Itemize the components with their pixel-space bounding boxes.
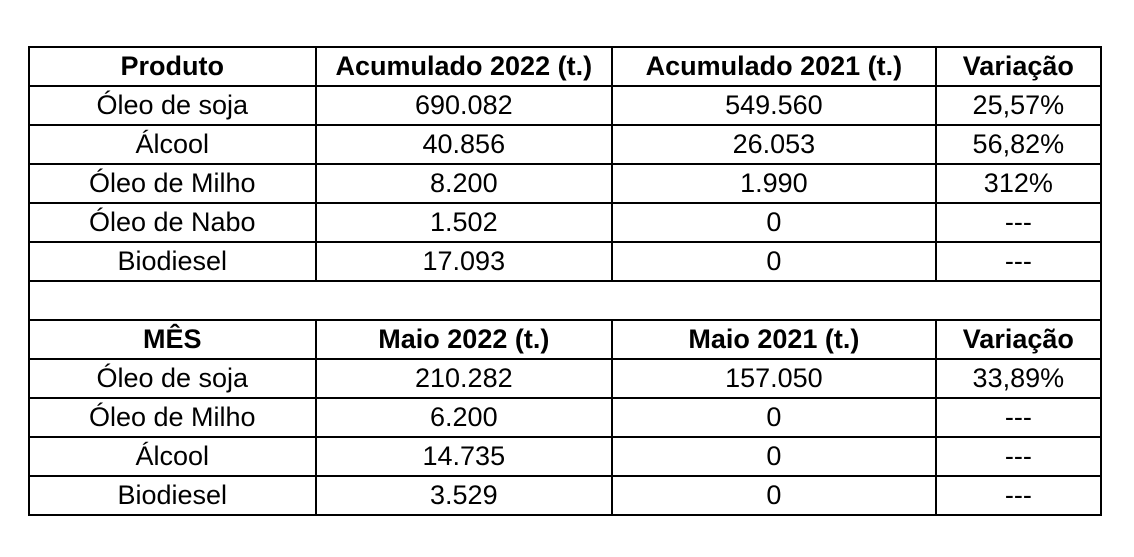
value-cell: 8.200 — [314, 163, 614, 204]
header-cell: Maio 2021 (t.) — [611, 319, 937, 360]
value-cell: 0 — [611, 475, 937, 516]
variation-cell: --- — [934, 397, 1103, 438]
table-row: Álcool 14.735 0 --- — [28, 436, 1103, 477]
value-cell: 0 — [611, 202, 937, 243]
product-cell: Óleo de Nabo — [28, 202, 317, 243]
variation-cell: --- — [934, 475, 1103, 516]
value-cell: 549.560 — [611, 85, 937, 126]
value-cell: 26.053 — [611, 124, 937, 165]
value-cell: 3.529 — [314, 475, 614, 516]
header-cell: Acumulado 2021 (t.) — [611, 46, 937, 87]
product-cell: Óleo de Milho — [28, 163, 317, 204]
variation-cell: --- — [934, 241, 1103, 282]
product-cell: Óleo de soja — [28, 358, 317, 399]
value-cell: 157.050 — [611, 358, 937, 399]
spacer-row — [28, 280, 1102, 321]
value-cell: 14.735 — [314, 436, 614, 477]
value-cell: 6.200 — [314, 397, 614, 438]
header-cell: Acumulado 2022 (t.) — [314, 46, 614, 87]
header-cell: Maio 2022 (t.) — [314, 319, 614, 360]
table-row: Álcool 40.856 26.053 56,82% — [28, 124, 1103, 165]
variation-cell: 33,89% — [934, 358, 1103, 399]
value-cell: 690.082 — [314, 85, 614, 126]
data-table: Produto Acumulado 2022 (t.) Acumulado 20… — [28, 46, 1103, 516]
variation-cell: --- — [934, 202, 1103, 243]
month-header-row: MÊS Maio 2022 (t.) Maio 2021 (t.) Variaç… — [28, 319, 1103, 360]
value-cell: 0 — [611, 241, 937, 282]
value-cell: 1.990 — [611, 163, 937, 204]
value-cell: 0 — [611, 436, 937, 477]
value-cell: 0 — [611, 397, 937, 438]
variation-cell: --- — [934, 436, 1103, 477]
variation-cell: 56,82% — [934, 124, 1103, 165]
table-row: Óleo de soja 690.082 549.560 25,57% — [28, 85, 1103, 126]
table-row: Óleo de Milho 6.200 0 --- — [28, 397, 1103, 438]
product-cell: Biodiesel — [28, 241, 317, 282]
spacer-cell — [28, 280, 1102, 321]
product-cell: Álcool — [28, 436, 317, 477]
variation-cell: 312% — [934, 163, 1103, 204]
value-cell: 17.093 — [314, 241, 614, 282]
table-row: Óleo de Nabo 1.502 0 --- — [28, 202, 1103, 243]
header-cell: Produto — [28, 46, 317, 87]
table-row: Óleo de Milho 8.200 1.990 312% — [28, 163, 1103, 204]
product-cell: Óleo de Milho — [28, 397, 317, 438]
value-cell: 210.282 — [314, 358, 614, 399]
accumulated-header-row: Produto Acumulado 2022 (t.) Acumulado 20… — [28, 46, 1103, 87]
header-cell: Variação — [934, 46, 1103, 87]
variation-cell: 25,57% — [934, 85, 1103, 126]
table-row: Óleo de soja 210.282 157.050 33,89% — [28, 358, 1103, 399]
table-row: Biodiesel 17.093 0 --- — [28, 241, 1103, 282]
product-cell: Óleo de soja — [28, 85, 317, 126]
value-cell: 40.856 — [314, 124, 614, 165]
header-cell: Variação — [934, 319, 1103, 360]
value-cell: 1.502 — [314, 202, 614, 243]
table-row: Biodiesel 3.529 0 --- — [28, 475, 1103, 516]
product-cell: Biodiesel — [28, 475, 317, 516]
header-cell: MÊS — [28, 319, 317, 360]
product-cell: Álcool — [28, 124, 317, 165]
